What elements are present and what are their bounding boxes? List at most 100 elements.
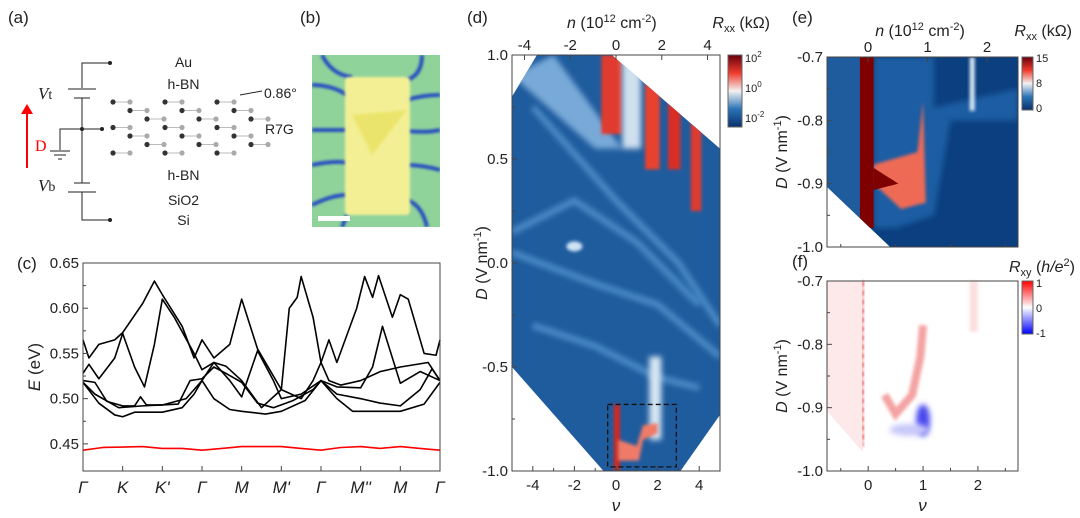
y-tick-label: -0.9 — [797, 176, 823, 193]
colorbar-tick-label: 0 — [1036, 303, 1042, 315]
y-tick-label: 0.60 — [50, 300, 79, 317]
y-tick-label: -0.8 — [797, 336, 823, 353]
colorbar-tick-label: 100 — [745, 80, 762, 95]
colorbar-d — [727, 54, 743, 128]
layer-sio2-label: SiO2 — [167, 192, 200, 208]
layer-hbn-top-label: h-BN — [167, 76, 200, 92]
rxy-heatmap-f — [827, 280, 978, 452]
y-tick-label: -0.7 — [797, 273, 823, 290]
y-axis-label: D (V nm-1) — [472, 226, 491, 300]
x-tick-label: 2 — [974, 477, 982, 494]
top-tick-label: -4 — [518, 37, 531, 54]
y-tick-label: -0.5 — [482, 359, 508, 376]
heatmap-feature-3 — [531, 322, 700, 391]
x-tick-label: 1 — [919, 477, 927, 494]
x-tick-label: K — [117, 478, 129, 497]
y-tick-label: 0.65 — [50, 255, 79, 272]
highlight-box — [607, 403, 677, 468]
bottom-gate-label: Vb — [38, 176, 56, 195]
faint-red-region — [827, 281, 863, 452]
x-tick-label: M' — [273, 478, 291, 497]
top-axis-label: n (1012 cm-2) — [875, 21, 965, 40]
layer-si-label: Si — [177, 212, 190, 228]
x-axis-label: ν — [918, 496, 927, 515]
plot-frame — [82, 262, 441, 472]
panel-label-c: (c) — [17, 254, 37, 273]
heatmap-feature-red-lower — [618, 423, 658, 461]
band-line-5 — [82, 445, 441, 451]
colorbar-tick-label: -1 — [1036, 328, 1046, 340]
light-stripe — [969, 57, 975, 111]
layer-hbn-top: h-BN — [110, 72, 257, 96]
heatmap-figures: 1.0 0.5 0.0 -0.5 -1.0 -4 -2 0 2 4 ν -4 -2 0 2 4 n (1012 … — [472, 13, 1075, 515]
colorbar-tick-label: 102 — [745, 50, 762, 65]
scale-bar — [318, 216, 350, 221]
top-tick-label: 4 — [703, 37, 711, 54]
x-tick-label: Γ — [316, 478, 327, 497]
x-tick-label: 2 — [653, 477, 661, 494]
high-resistance-stripe-0 — [601, 55, 623, 135]
y-tick-label: -0.8 — [797, 112, 823, 129]
circuit-wires — [50, 62, 263, 221]
x-tick-label: 4 — [695, 477, 703, 494]
layer-au-label: Au — [174, 54, 193, 70]
y-tick-label: 0.55 — [50, 345, 79, 362]
colorbar-tick-label: 1 — [1036, 278, 1042, 290]
x-tick-label: K' — [155, 478, 170, 497]
band-structure-chart: 0.45 0.50 0.55 0.60 0.65 Γ K K' Γ M M' Γ M'' M Γ E (eV) — [25, 255, 446, 497]
panel-label-f: (f) — [792, 252, 809, 271]
faint-stripe — [969, 281, 978, 332]
layer-hbn-bottom: h-BN — [110, 163, 257, 187]
panel-label-e: (e) — [792, 8, 813, 27]
top-tick-label: 2 — [658, 37, 666, 54]
x-tick-label: 0 — [612, 477, 620, 494]
y-tick-label: -1.0 — [797, 463, 823, 480]
y-tick-label: 0.50 — [50, 391, 79, 408]
red-arc — [881, 324, 928, 421]
heatmap-feature-light — [622, 55, 641, 149]
x-tick-label: -2 — [568, 477, 581, 494]
band-line-1 — [82, 366, 441, 409]
colorbar-tick-label: 15 — [1036, 53, 1048, 65]
top-tick-label: 2 — [983, 39, 991, 56]
colorbar-tick-label: 10-2 — [745, 110, 765, 125]
rxx-heatmap-e — [827, 57, 1018, 247]
panel-label-b: (b) — [300, 8, 321, 27]
colorbar-title: Rxx (kΩ) — [1014, 23, 1072, 43]
high-resistance-band — [859, 57, 874, 228]
y-axis-label: D (V nm-1) — [772, 115, 791, 189]
y-tick-label: 0.0 — [487, 255, 508, 272]
band-line-4 — [82, 275, 441, 409]
band-line-0 — [82, 379, 441, 418]
field-label: D — [35, 138, 47, 155]
y-tick-label: -1.0 — [797, 239, 823, 256]
x-tick-label: M'' — [350, 478, 371, 497]
colorbar-f — [1021, 280, 1034, 335]
x-tick-label: -4 — [526, 477, 539, 494]
y-axis-label: D (V nm-1) — [772, 339, 791, 413]
top-tick-label: -2 — [564, 37, 577, 54]
twist-angle-label: 0.86° — [264, 85, 297, 101]
top-tick-label: 0 — [864, 39, 872, 56]
high-resistance-stripe-2 — [668, 75, 681, 170]
optical-micrograph — [312, 55, 440, 227]
x-tick-label: Γ — [197, 478, 208, 497]
top-tick-label: 0 — [612, 37, 620, 54]
colorbar-e — [1021, 56, 1034, 111]
x-tick-label: 0 — [864, 477, 872, 494]
panel-label-a: (a) — [8, 8, 29, 27]
heatmap-feature-0 — [530, 105, 720, 328]
x-tick-label: Γ — [78, 478, 89, 497]
y-tick-label: -0.9 — [797, 400, 823, 417]
layer-sio2: SiO2 — [110, 189, 257, 212]
colorbar-title: Rxx (kΩ) — [712, 15, 770, 35]
y-tick-label: -1.0 — [482, 463, 508, 480]
band-line-2 — [82, 298, 441, 400]
faint-blue-region — [889, 423, 930, 436]
top-gate-label: Vt — [38, 84, 53, 103]
device-schematic — [21, 61, 271, 222]
colorbar-tick-label: 0 — [1036, 103, 1042, 115]
layer-au: Au — [110, 55, 257, 70]
ferro-stripe — [613, 404, 620, 471]
y-tick-label: 1.0 — [487, 47, 508, 64]
